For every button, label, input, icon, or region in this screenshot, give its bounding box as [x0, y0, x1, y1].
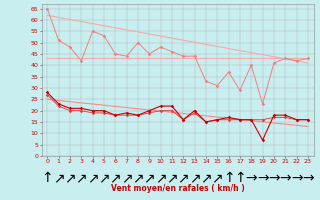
X-axis label: Vent moyen/en rafales ( km/h ): Vent moyen/en rafales ( km/h ) — [111, 184, 244, 193]
